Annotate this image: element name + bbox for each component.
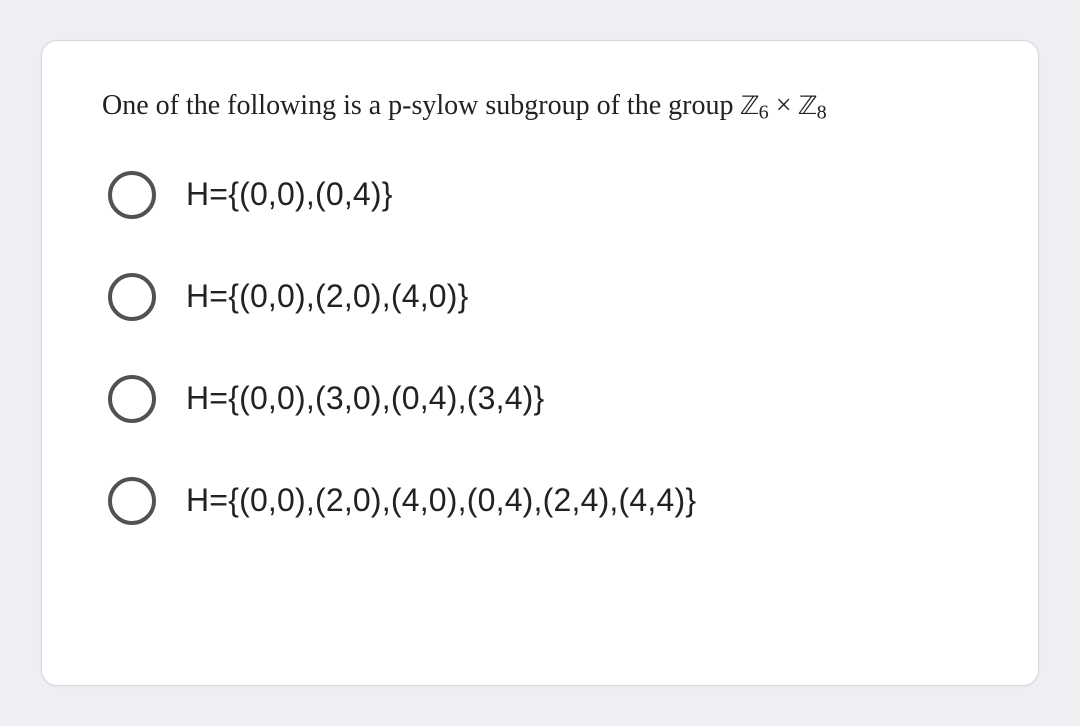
radio-icon[interactable] bbox=[108, 375, 156, 423]
option-4[interactable]: H={(0,0),(2,0),(4,0),(0,4),(2,4),(4,4)} bbox=[108, 477, 978, 525]
option-label: H={(0,0),(3,0),(0,4),(3,4)} bbox=[186, 380, 544, 417]
question-text: One of the following is a p-sylow subgro… bbox=[102, 87, 978, 127]
group-z1: ℤ bbox=[740, 93, 758, 121]
option-label: H={(0,0),(2,0),(4,0),(0,4),(2,4),(4,4)} bbox=[186, 482, 696, 519]
option-1[interactable]: H={(0,0),(0,4)} bbox=[108, 171, 978, 219]
group-z2: ℤ bbox=[799, 93, 817, 121]
question-prefix: One of the following is a p-sylow subgro… bbox=[102, 90, 740, 121]
option-3[interactable]: H={(0,0),(3,0),(0,4),(3,4)} bbox=[108, 375, 978, 423]
group-times: × bbox=[776, 90, 792, 121]
group-sub1: 6 bbox=[759, 101, 769, 123]
option-label: H={(0,0),(2,0),(4,0)} bbox=[186, 278, 469, 315]
options-list: H={(0,0),(0,4)} H={(0,0),(2,0),(4,0)} H=… bbox=[102, 171, 978, 525]
group-sub2: 8 bbox=[817, 101, 827, 123]
option-label: H={(0,0),(0,4)} bbox=[186, 176, 393, 213]
question-card: One of the following is a p-sylow subgro… bbox=[41, 40, 1039, 686]
option-2[interactable]: H={(0,0),(2,0),(4,0)} bbox=[108, 273, 978, 321]
radio-icon[interactable] bbox=[108, 171, 156, 219]
radio-icon[interactable] bbox=[108, 477, 156, 525]
radio-icon[interactable] bbox=[108, 273, 156, 321]
